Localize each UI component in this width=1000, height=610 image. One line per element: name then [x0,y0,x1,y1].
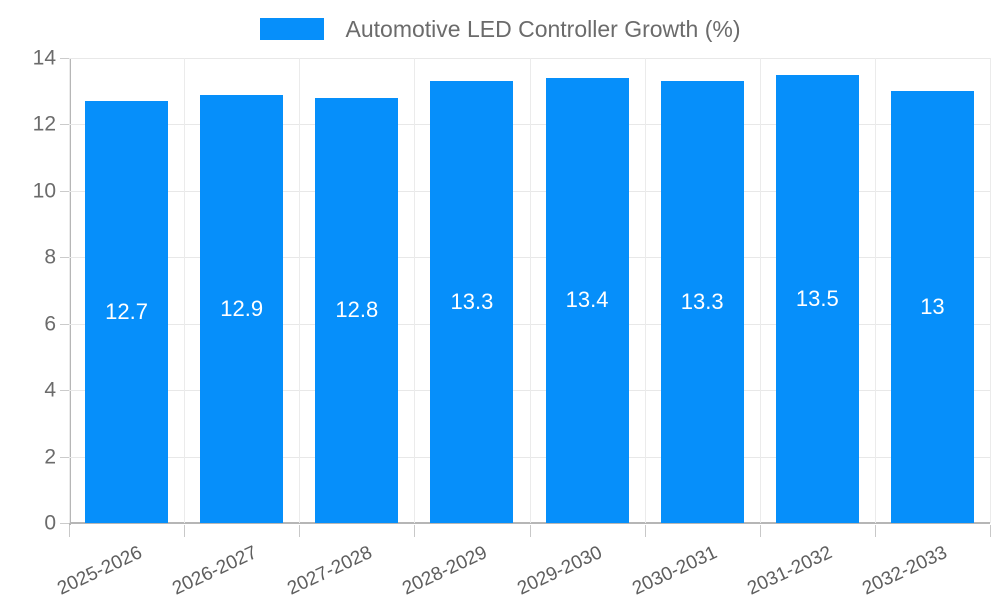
bar-value-label: 12.9 [220,295,264,321]
x-axis-tick-mark [990,525,991,537]
bar-value-label: 13 [920,294,945,320]
plot-area: 12.7 12.9 12.8 13.3 13.4 13.3 13.5 13 [69,58,991,524]
bar[interactable]: 13.5 [775,74,859,523]
y-axis-tick-label: 14 [32,46,56,70]
bar-value-label: 13.3 [450,289,494,315]
gridline-vertical [990,58,991,523]
x-axis-tick-label: 2029-2030 [514,542,606,600]
x-axis-baseline [69,522,990,524]
gridline-horizontal [69,124,990,126]
x-axis-tick-label: 2032-2033 [859,542,951,600]
y-axis-tick-label: 4 [44,378,56,402]
y-axis-tick-label: 2 [44,445,56,469]
bar[interactable]: 13.3 [430,81,514,523]
y-axis-tick-mark [60,58,69,59]
bar[interactable]: 13.3 [660,81,744,523]
gridline-vertical [299,58,300,523]
bar[interactable]: 12.8 [315,97,399,523]
y-axis-line [69,58,71,525]
chart-legend: Automotive LED Controller Growth (%) [0,12,1000,46]
legend-item-label: Automotive LED Controller Growth (%) [345,15,741,42]
gridline-horizontal [69,323,990,325]
y-axis-tick-label: 6 [44,312,56,336]
x-axis-tick-mark [184,525,185,537]
gridline-vertical [69,58,70,523]
x-axis-tick-mark [69,525,70,537]
x-axis-tick-mark [299,525,300,537]
x-axis-tick-mark [645,525,646,537]
y-axis-tick-mark [60,257,69,259]
gridline-vertical [645,58,646,523]
y-axis-tick-mark [60,456,69,458]
x-axis-tick-mark [875,525,876,537]
gridline-vertical [875,58,876,523]
y-axis-tick-mark [60,523,69,524]
bar-value-label: 12.7 [105,299,148,325]
gridline-vertical [414,58,415,523]
gridline-vertical [184,58,185,523]
y-axis-tick-label: 0 [44,511,56,535]
x-axis-tick-mark [414,525,415,537]
gridline-vertical [760,58,761,523]
x-axis-tick-label: 2028-2029 [399,542,491,600]
y-axis-tick-label: 8 [44,245,56,269]
x-axis-tick-label: 2025-2026 [53,542,146,600]
legend-item-automotive-led-controller-growth[interactable]: Automotive LED Controller Growth (%) [259,15,741,42]
bar-value-label: 13.4 [565,287,609,313]
x-axis-tick-label: 2030-2031 [629,542,721,600]
bar[interactable]: 12.7 [85,101,169,523]
gridline-horizontal [69,190,990,192]
x-axis-tick-label: 2027-2028 [284,542,376,600]
y-axis-tick-mark [60,390,69,392]
bar-value-label: 12.8 [335,297,379,323]
bar[interactable]: 13 [890,91,974,523]
gridline-horizontal [69,456,990,458]
y-axis-tick-mark [60,323,69,325]
bar-value-label: 13.5 [795,285,839,311]
gridline-horizontal [69,58,990,59]
x-axis-tick-mark [760,525,761,537]
bar-value-label: 13.3 [680,289,724,315]
gridline-horizontal [69,390,990,392]
y-axis-tick-mark [60,190,69,192]
bar[interactable]: 12.9 [200,94,284,523]
gridline-horizontal [69,257,990,259]
gridline-vertical [530,58,531,523]
y-axis-tick-mark [60,124,69,126]
x-axis-tick-label: 2031-2032 [744,542,836,600]
x-axis-tick-label: 2026-2027 [168,542,261,600]
x-axis-tick-mark [530,525,531,537]
legend-color-swatch-icon [259,18,324,40]
y-axis-tick-label: 12 [32,112,56,136]
bar[interactable]: 13.4 [545,77,629,523]
y-axis-tick-label: 10 [32,179,56,203]
y-axis-labels: 0 2 4 6 8 10 12 14 [0,48,69,534]
